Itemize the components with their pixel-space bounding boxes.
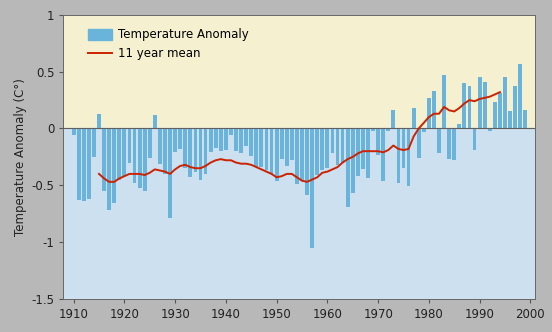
Bar xyxy=(498,93,502,128)
Bar xyxy=(107,128,111,210)
Bar xyxy=(523,110,527,128)
Bar xyxy=(488,128,492,131)
Bar xyxy=(361,128,365,169)
Bar xyxy=(118,128,121,180)
Bar xyxy=(422,128,426,132)
Bar xyxy=(72,128,76,135)
Bar xyxy=(204,128,208,174)
Bar xyxy=(229,128,233,135)
Bar xyxy=(219,128,222,151)
Bar xyxy=(407,128,411,186)
Bar xyxy=(326,128,330,168)
Bar xyxy=(300,128,304,181)
Bar xyxy=(245,128,248,145)
Legend: Temperature Anomaly, 11 year mean: Temperature Anomaly, 11 year mean xyxy=(83,24,253,65)
Bar xyxy=(447,128,451,159)
Bar xyxy=(158,128,162,164)
Bar xyxy=(132,128,136,183)
Bar xyxy=(123,128,126,176)
Bar xyxy=(412,108,416,128)
Bar xyxy=(320,128,324,171)
Bar xyxy=(183,128,187,168)
Bar xyxy=(442,75,446,128)
Bar xyxy=(351,128,354,193)
Bar xyxy=(194,128,197,172)
Bar xyxy=(87,128,91,199)
Bar xyxy=(280,128,284,159)
Bar xyxy=(290,128,294,160)
Bar xyxy=(391,110,395,128)
Bar xyxy=(250,128,253,156)
Bar xyxy=(473,128,476,150)
Bar xyxy=(452,128,456,160)
Bar xyxy=(356,128,360,176)
Bar xyxy=(468,86,471,128)
Bar xyxy=(224,128,228,150)
Bar xyxy=(148,128,152,158)
Bar xyxy=(188,128,192,177)
Bar xyxy=(143,128,147,191)
Bar xyxy=(427,98,431,128)
Bar xyxy=(234,128,238,151)
Bar xyxy=(493,102,497,128)
Bar xyxy=(153,115,157,128)
Bar xyxy=(346,128,349,207)
Bar xyxy=(503,77,507,128)
Bar xyxy=(173,128,177,152)
Bar xyxy=(518,64,522,128)
Bar xyxy=(264,128,268,171)
Bar xyxy=(163,128,167,174)
Bar xyxy=(209,128,213,152)
Bar xyxy=(458,124,461,128)
Bar xyxy=(366,128,370,178)
Bar xyxy=(508,112,512,128)
Bar xyxy=(275,128,279,181)
Bar xyxy=(168,128,172,218)
Bar xyxy=(214,128,217,148)
Bar xyxy=(269,128,273,174)
Bar xyxy=(483,82,487,128)
Bar xyxy=(386,128,390,131)
Bar xyxy=(259,128,263,167)
Bar xyxy=(305,128,309,196)
Bar xyxy=(463,83,466,128)
Bar xyxy=(310,128,314,248)
Bar xyxy=(285,128,289,166)
Bar xyxy=(77,128,81,200)
Bar xyxy=(396,128,400,183)
Y-axis label: Temperature Anomaly (C°): Temperature Anomaly (C°) xyxy=(14,78,27,236)
Bar xyxy=(254,128,258,167)
Bar xyxy=(432,91,436,128)
Bar xyxy=(178,128,182,149)
Bar xyxy=(331,128,335,153)
Bar xyxy=(371,128,375,131)
Bar xyxy=(82,128,86,201)
Bar xyxy=(128,128,131,163)
Bar xyxy=(381,128,385,181)
Bar xyxy=(239,128,243,153)
Bar xyxy=(376,128,380,155)
Bar xyxy=(137,128,141,188)
Bar xyxy=(102,128,106,191)
Bar xyxy=(417,128,421,158)
Bar xyxy=(336,128,339,165)
Bar xyxy=(199,128,203,180)
Bar xyxy=(112,128,116,204)
Bar xyxy=(513,86,517,128)
Bar xyxy=(315,128,319,175)
Bar xyxy=(402,128,405,168)
Bar xyxy=(295,128,299,184)
Bar xyxy=(92,128,96,157)
Bar xyxy=(341,128,344,163)
Bar xyxy=(437,128,441,153)
Bar xyxy=(477,77,481,128)
Bar xyxy=(97,114,101,128)
